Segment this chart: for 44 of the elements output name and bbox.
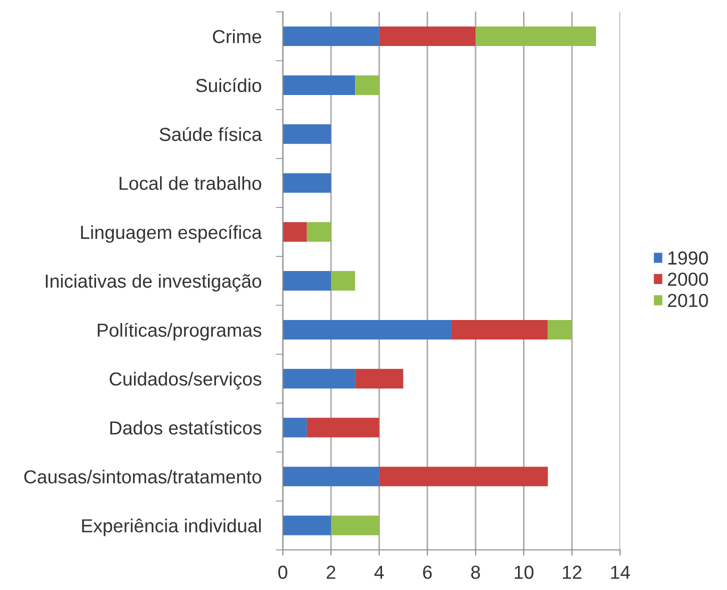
legend-label: 1990 [668, 251, 708, 265]
bar [282, 75, 356, 95]
y-tick-label: Iniciativas de investigação [46, 274, 262, 292]
x-tick-label: 0 [278, 566, 288, 579]
y-tick-label: Experiência individual [82, 518, 261, 536]
bar [282, 271, 331, 291]
y-tick-label: Linguagem específica [81, 225, 262, 243]
y-tick-label: Saúde física [160, 127, 262, 142]
bar [379, 466, 548, 486]
bar [330, 516, 380, 536]
x-tick-label: 2 [326, 566, 336, 579]
y-tick-label: Suicídio [196, 78, 262, 92]
x-tick-label: 6 [423, 566, 432, 579]
bar [282, 466, 380, 486]
bar [282, 516, 331, 536]
bar [282, 368, 356, 388]
x-tick-label: 8 [471, 566, 480, 579]
bar [355, 368, 404, 388]
bar [330, 271, 356, 291]
bar [282, 320, 452, 340]
bar [548, 320, 572, 340]
bar [282, 418, 307, 438]
x-tick-label: 14 [611, 566, 630, 579]
y-tick-label: Causas/sintomas/tratamento [24, 470, 262, 484]
bar [282, 26, 380, 46]
bar [282, 222, 307, 242]
legend-label: 2000 [668, 272, 708, 286]
y-tick-label: Crime [212, 29, 262, 44]
x-tick-label: 4 [374, 566, 384, 579]
bar [282, 124, 331, 144]
y-tick-label: Políticas/programas [98, 322, 262, 341]
bar [355, 75, 380, 95]
bar [476, 26, 596, 46]
x-tick-label: 10 [514, 566, 534, 579]
x-tick-label: 12 [562, 566, 582, 579]
y-tick-label: Dados estatísticos [110, 420, 262, 435]
bar [306, 222, 331, 242]
y-tick-label: Local de trabalho [120, 176, 262, 190]
bar [379, 26, 476, 46]
bar [451, 320, 548, 340]
bar [306, 418, 380, 438]
bar [282, 173, 331, 193]
legend-label: 2010 [668, 294, 708, 308]
y-tick-label: Cuidados/serviços [110, 372, 262, 390]
